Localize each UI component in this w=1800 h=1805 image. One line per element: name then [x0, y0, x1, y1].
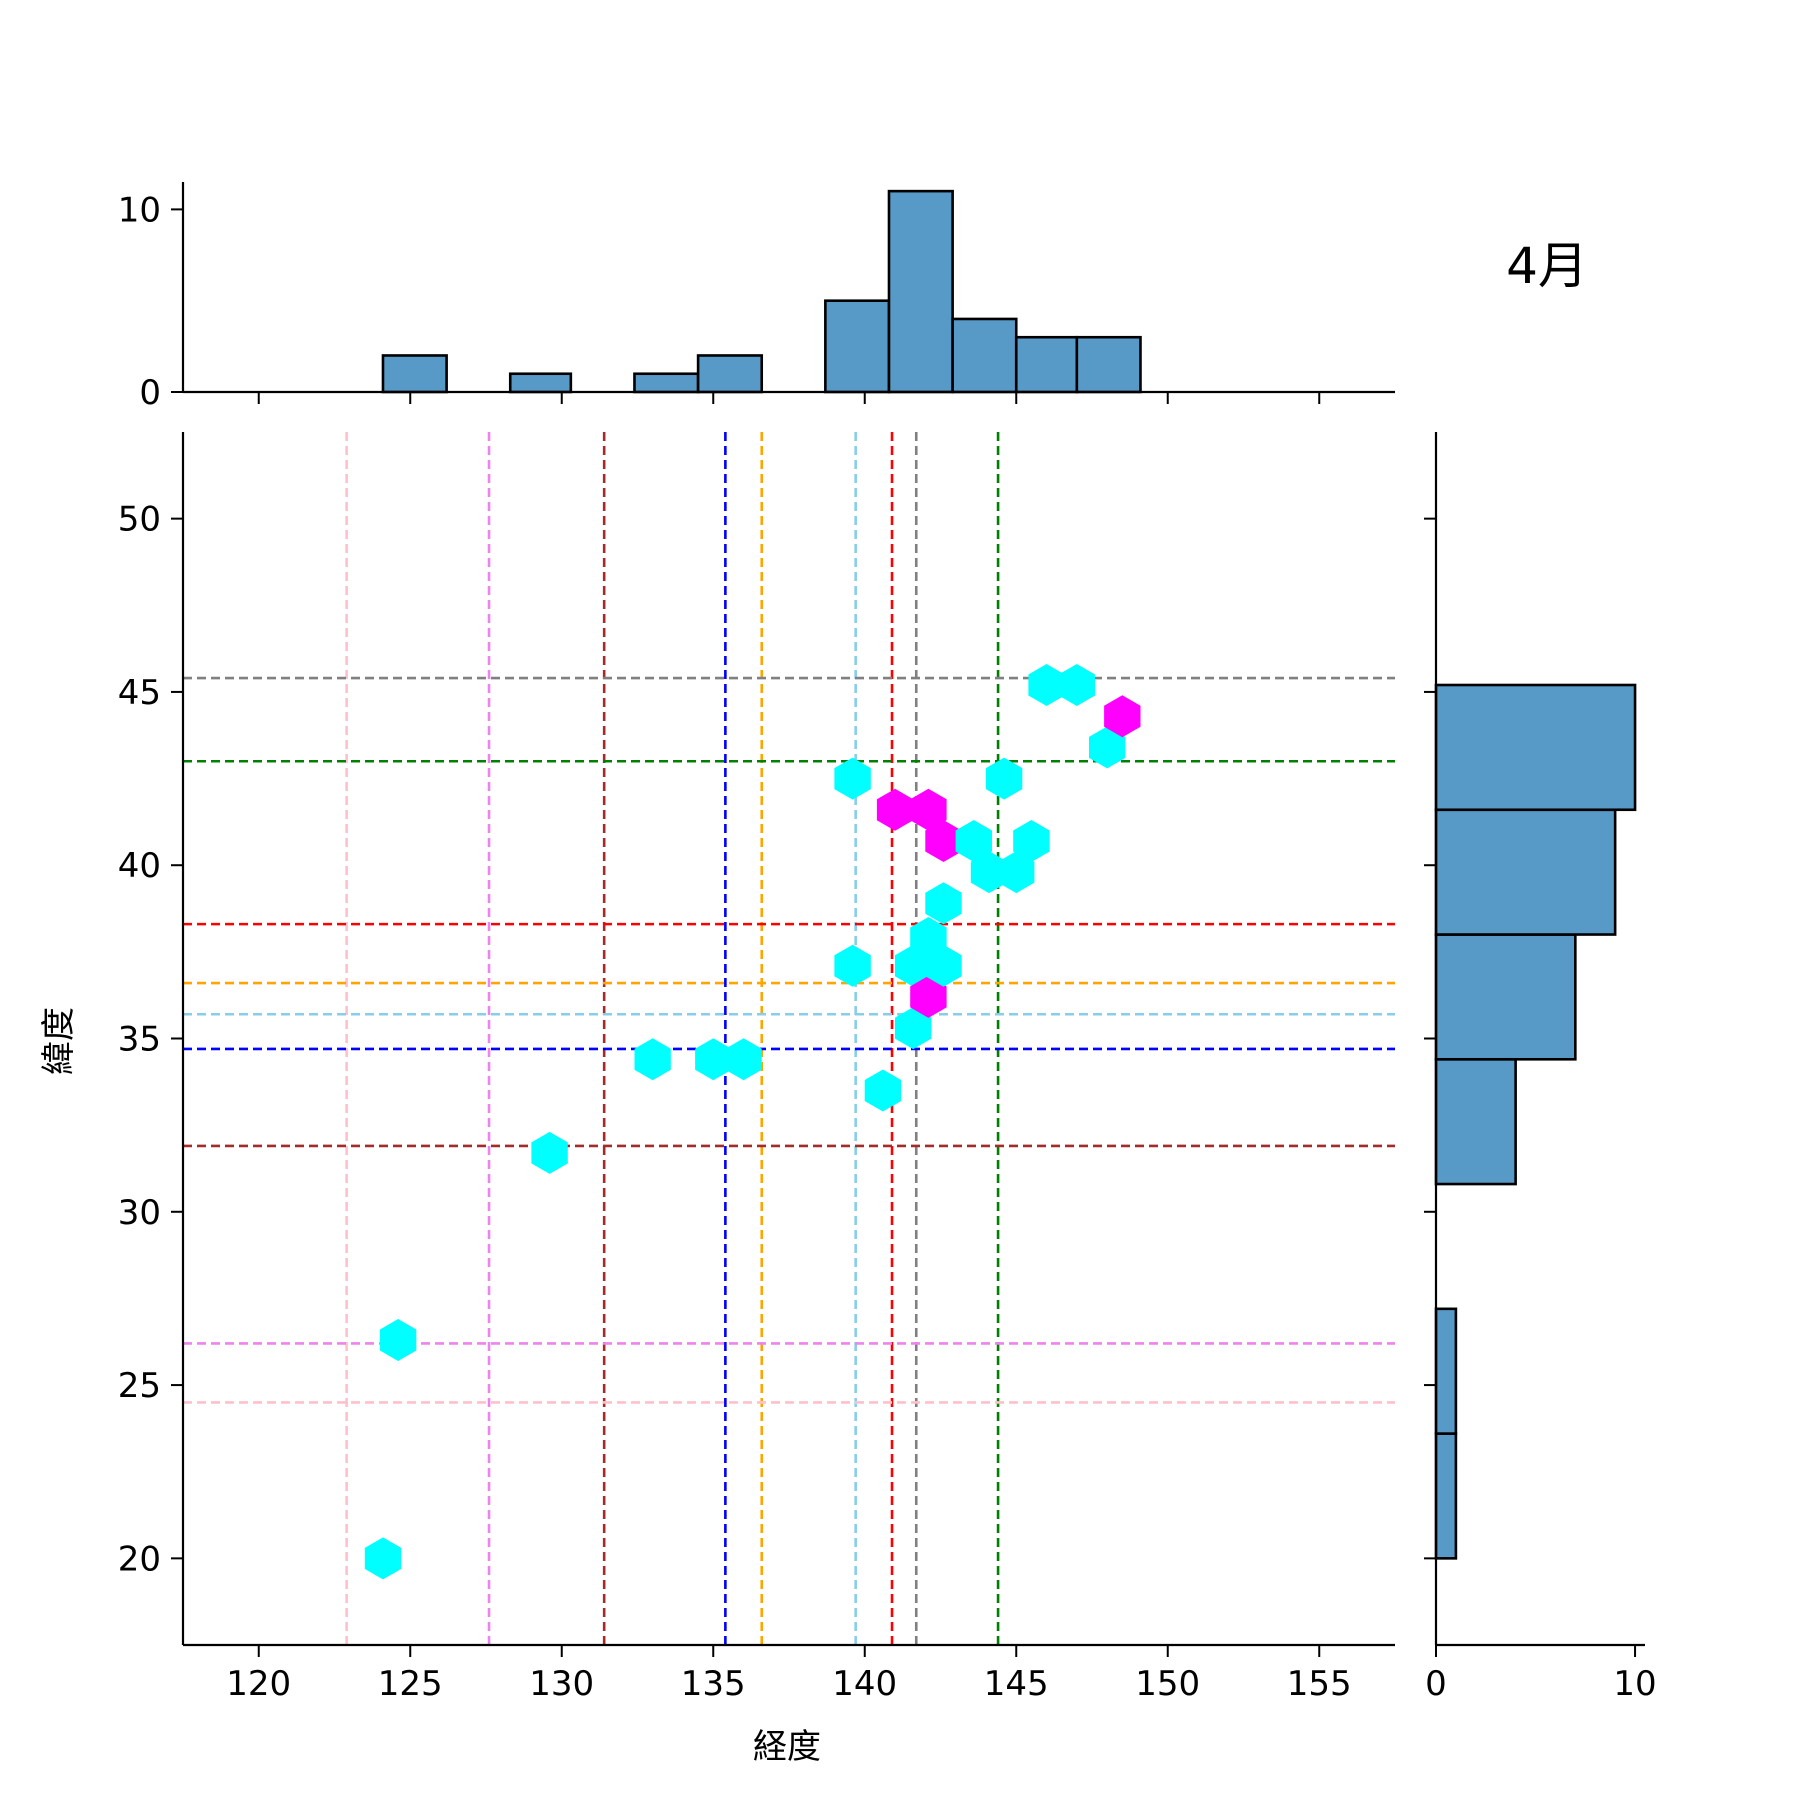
hexbin-cell — [925, 882, 962, 925]
right-hist-x-tick-label: 0 — [1425, 1664, 1447, 1704]
top-hist-bar — [1014, 335, 1079, 394]
x-tick-label: 150 — [1135, 1664, 1200, 1704]
hexbin-cell — [1058, 664, 1095, 706]
hexbin-cell — [955, 820, 992, 862]
hexbin-cell — [864, 1069, 902, 1112]
hexbin-cell — [895, 1007, 932, 1050]
reference-horizontal-lines — [183, 676, 1395, 1404]
hexbin-cell — [1028, 664, 1065, 706]
hexbin-cell — [725, 1038, 762, 1081]
top-hist-bar — [887, 189, 954, 394]
right-hist-bar — [1434, 933, 1577, 1061]
hexbin-cell — [379, 1319, 417, 1361]
hexbin-cell — [925, 944, 962, 987]
y-tick-label: 25 — [118, 1366, 161, 1406]
x-tick-label: 145 — [984, 1664, 1049, 1704]
top-hist-y-tick-label: 10 — [118, 190, 161, 230]
top-hist-bar — [1075, 335, 1142, 394]
y-tick-label: 50 — [118, 500, 161, 540]
x-tick-label: 125 — [378, 1664, 443, 1704]
hexbin-cell — [834, 944, 871, 987]
top-marginal-histogram: 0 10 — [118, 182, 1395, 413]
right-hist-bar — [1434, 1307, 1458, 1435]
hexbin-cell — [1104, 695, 1141, 738]
top-hist-bar — [824, 299, 891, 394]
right-hist-bar — [1434, 1432, 1458, 1560]
hexbin-cell — [834, 757, 871, 800]
y-axis-label: 緯度 — [39, 1007, 79, 1075]
main-axes: 120 125 130 135 140 145 150 155 20 25 30 35 40 45 50 — [118, 432, 1395, 1704]
hexbin-cell — [876, 788, 914, 831]
top-hist-bar — [381, 354, 448, 394]
hexbin-cell — [1089, 726, 1126, 769]
hexbin-cell — [1013, 820, 1050, 862]
right-hist-bar — [1434, 683, 1637, 812]
hexbin-cell — [695, 1038, 732, 1081]
hexbin-cell — [910, 788, 947, 831]
top-hist-y-tick-label: 0 — [139, 373, 161, 413]
x-tick-label: 140 — [832, 1664, 897, 1704]
hexbin-cell — [985, 757, 1023, 800]
y-tick-label: 40 — [118, 846, 161, 886]
reference-vertical-lines — [345, 432, 1000, 1645]
hexbin-cell — [634, 1038, 671, 1081]
right-hist-x-tick-label: 10 — [1613, 1664, 1656, 1704]
top-hist-bar — [508, 372, 573, 394]
y-tick-label: 20 — [118, 1539, 161, 1579]
top-hist-bar — [696, 354, 764, 394]
hexbin-cells — [364, 664, 1141, 1580]
hexbin-cell — [531, 1131, 568, 1174]
hexbin-cell — [925, 820, 962, 862]
top-hist-bar — [633, 372, 700, 394]
x-tick-label: 130 — [529, 1664, 594, 1704]
hexbin-cell — [998, 851, 1035, 894]
x-tick-label: 120 — [226, 1664, 291, 1704]
x-tick-label: 155 — [1287, 1664, 1352, 1704]
x-axis-label: 経度 — [753, 1727, 821, 1767]
y-tick-label: 35 — [118, 1020, 161, 1060]
top-hist-bar — [951, 317, 1018, 394]
panel-title: 4月 — [1506, 237, 1588, 295]
right-hist-bar — [1434, 808, 1617, 936]
right-hist-bar — [1434, 1057, 1517, 1186]
right-marginal-histogram: 0 10 — [1424, 432, 1657, 1704]
x-tick-label: 135 — [681, 1664, 746, 1704]
y-tick-label: 30 — [118, 1193, 161, 1233]
hexbin-cell — [364, 1537, 402, 1580]
hexbin-cell — [910, 975, 947, 1018]
y-tick-label: 45 — [118, 673, 161, 713]
